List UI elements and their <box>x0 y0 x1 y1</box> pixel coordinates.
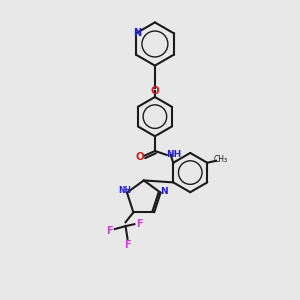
Text: F: F <box>136 219 142 229</box>
Text: CH₃: CH₃ <box>214 155 228 164</box>
Text: F: F <box>106 226 113 236</box>
Text: NH: NH <box>166 150 181 159</box>
Text: N: N <box>160 187 167 196</box>
Text: N: N <box>133 28 141 38</box>
Text: NH: NH <box>118 186 131 195</box>
Text: O: O <box>136 152 145 162</box>
Text: F: F <box>124 240 131 250</box>
Text: O: O <box>151 86 159 96</box>
